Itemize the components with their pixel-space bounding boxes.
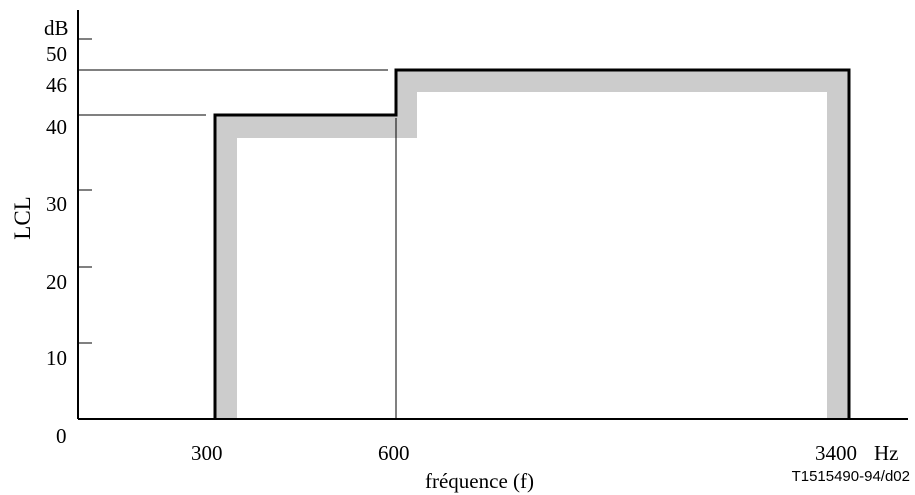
x-tick-label-3400: 3400 bbox=[815, 441, 857, 465]
y-tick-label-20: 20 bbox=[46, 270, 67, 294]
x-unit-label: Hz bbox=[874, 441, 899, 465]
mask-boundary-line bbox=[213, 68, 851, 419]
y-tick-label-50: 50 bbox=[46, 42, 67, 66]
x-tick-label-300: 300 bbox=[191, 441, 223, 465]
y-tick-label-0: 0 bbox=[56, 424, 67, 448]
x-axis-title: fréquence (f) bbox=[425, 469, 534, 493]
y-tick-label-30: 30 bbox=[46, 192, 67, 216]
shading-right-vertical bbox=[827, 70, 849, 419]
y-axis-title: LCL bbox=[10, 196, 35, 239]
y-tick-label-10: 10 bbox=[46, 346, 67, 370]
shading-left-vertical bbox=[216, 116, 237, 419]
y-tick-label-40: 40 bbox=[46, 115, 67, 139]
shading-upper-horizontal bbox=[396, 70, 850, 92]
reference-code: T1515490-94/d02 bbox=[792, 468, 910, 485]
x-tick-label-600: 600 bbox=[378, 441, 410, 465]
shading-lower-horizontal bbox=[216, 116, 416, 138]
y-tick-label-46: 46 bbox=[46, 73, 67, 97]
y-unit-label: dB bbox=[44, 16, 69, 40]
shading-band bbox=[216, 70, 850, 419]
